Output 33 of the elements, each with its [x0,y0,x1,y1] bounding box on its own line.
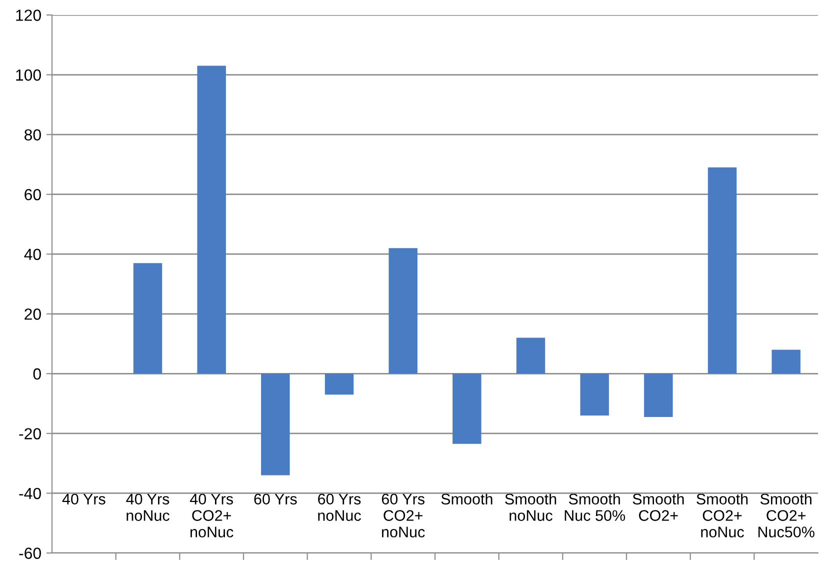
y-tick-label: 0 [33,368,41,380]
y-tick-label: -60 [19,548,41,559]
bar [452,374,482,444]
x-tick-label: Smooth CO2+ Nuc50% [758,493,814,538]
y-tick-label: 80 [24,129,41,140]
x-tick-label: 60 Yrs noNuc [318,494,361,521]
x-tick-label: Smooth CO2+ [632,493,684,521]
x-tick-label: Smooth noNuc [505,493,556,521]
bar [133,263,162,374]
x-tick-label: 40 Yrs CO2+ noNuc [190,494,234,538]
bar [388,248,418,374]
y-tick-label: 20 [24,308,41,320]
x-tick-label: Smooth Nuc 50% [564,493,626,521]
x-tick-label: Smooth [441,493,492,504]
x-tick-label: 40 Yrs noNuc [126,494,170,521]
bar [324,374,354,395]
y-tick-label: -40 [19,488,41,500]
y-tick-label: 100 [16,69,41,81]
y-tick-label: 60 [24,188,41,200]
y-tick-label: 40 [24,248,41,260]
bar [516,338,546,374]
bar [708,167,737,374]
bar [197,66,226,374]
x-tick-label: 40 Yrs [62,494,106,504]
y-tick-label: 120 [16,10,41,21]
x-tick-label: 60 Yrs [254,494,297,504]
x-tick-label: 60 Yrs CO2+ noNuc [382,494,425,538]
bar [772,350,800,374]
x-tick-label: Smooth CO2+ noNuc [696,493,748,538]
y-tick-label: -20 [19,428,41,440]
bar [261,374,290,476]
bar [644,374,673,418]
bar [580,374,609,416]
